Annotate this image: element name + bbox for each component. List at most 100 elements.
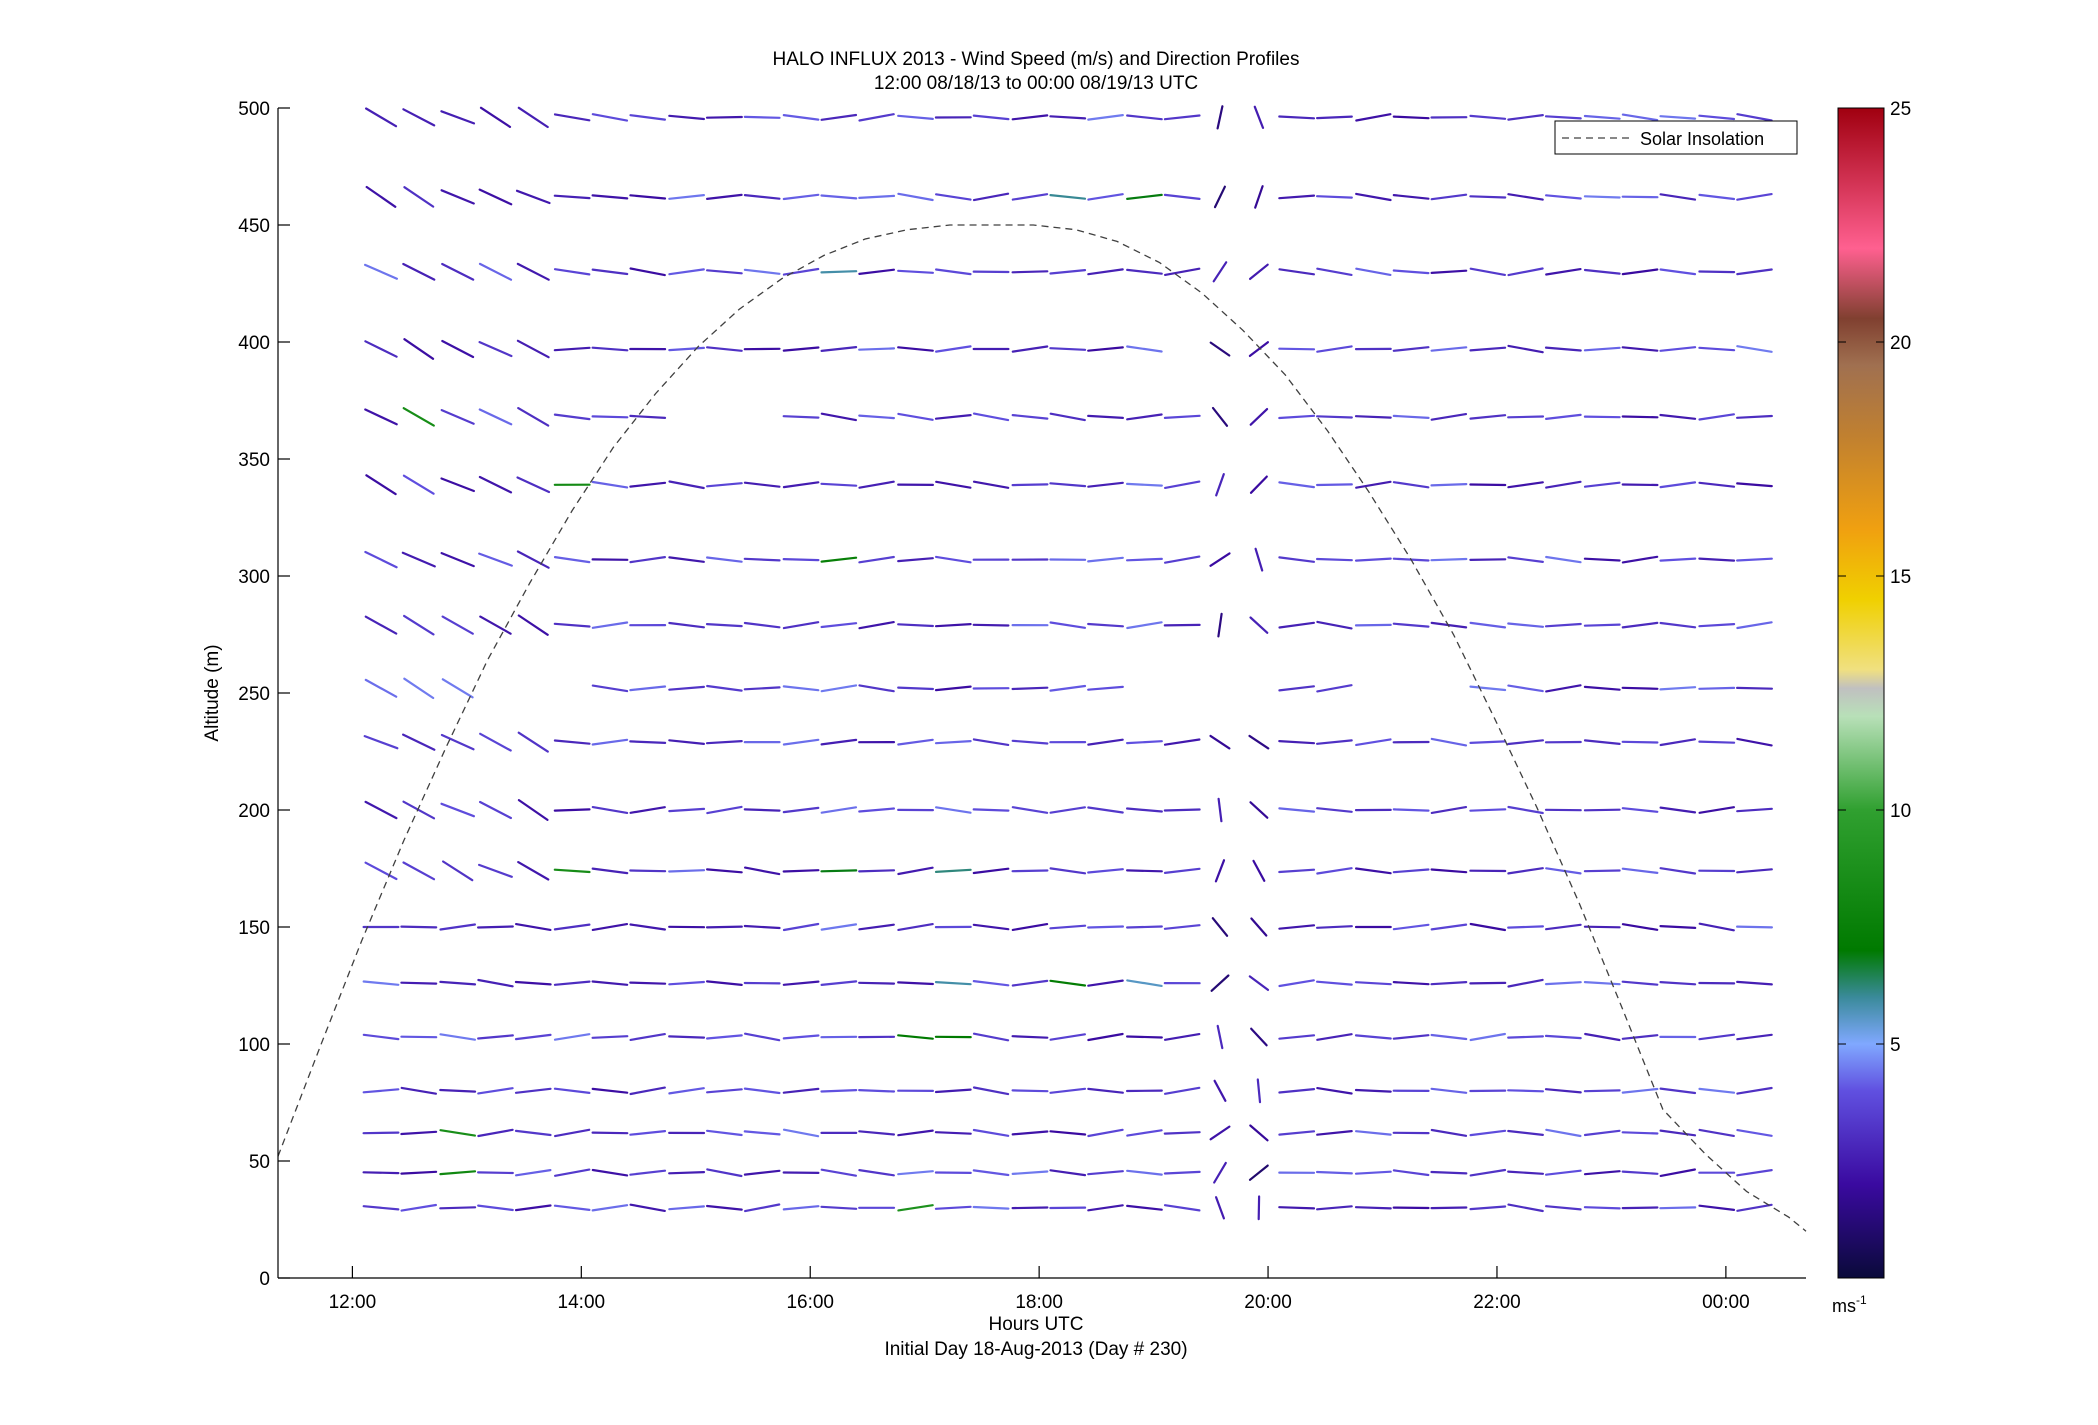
wind-barb xyxy=(1087,685,1124,691)
x-tick-label: 00:00 xyxy=(1702,1292,1750,1313)
wind-barb xyxy=(1354,867,1392,875)
plot-frame xyxy=(278,108,1806,1278)
y-axis-ticks: 0 50 100 150 200 250 300 350 400 450 500 xyxy=(238,99,290,1290)
wind-barb xyxy=(1469,1129,1507,1137)
wind-barb xyxy=(629,555,667,564)
wind-barb xyxy=(1430,737,1468,747)
wind-barb xyxy=(668,869,706,873)
wind-barb xyxy=(442,860,474,882)
wind-barb xyxy=(1507,1129,1544,1137)
wind-barb xyxy=(514,1129,552,1137)
wind-barb xyxy=(515,189,551,205)
wind-barb xyxy=(743,1203,781,1213)
wind-barb xyxy=(629,869,667,873)
wind-barb xyxy=(479,615,512,635)
wind-barb xyxy=(514,1033,552,1041)
wind-barb xyxy=(1659,1087,1697,1095)
wind-barb xyxy=(1049,412,1086,422)
wind-barb xyxy=(782,1087,820,1094)
wind-barb xyxy=(858,1168,895,1177)
wind-barb xyxy=(629,194,667,200)
wind-barb xyxy=(591,684,629,693)
wind-barb xyxy=(1544,923,1582,931)
wind-barb xyxy=(1011,1206,1049,1210)
wind-barb xyxy=(705,980,743,987)
y-tick-label: 250 xyxy=(238,684,270,705)
wind-barb xyxy=(782,621,820,630)
wind-barb xyxy=(1507,1203,1544,1213)
wind-barb xyxy=(934,1131,972,1135)
wind-barb xyxy=(553,739,591,745)
wind-barb xyxy=(591,268,629,276)
wind-barb xyxy=(514,1204,552,1212)
wind-barb xyxy=(1736,868,1773,874)
wind-barb xyxy=(1392,1169,1430,1177)
wind-barb xyxy=(897,1170,934,1176)
wind-barb xyxy=(1278,481,1316,489)
wind-barb xyxy=(478,262,513,281)
wind-barb xyxy=(1209,1125,1231,1141)
wind-barb xyxy=(1316,684,1353,693)
wind-barb xyxy=(1209,552,1231,567)
wind-barb xyxy=(1049,194,1087,200)
wind-barb xyxy=(591,1168,629,1177)
wind-barb xyxy=(820,806,858,814)
wind-barb xyxy=(477,1171,514,1175)
wind-barb xyxy=(1163,738,1201,746)
wind-barb xyxy=(1544,1169,1582,1176)
wind-barb xyxy=(1248,734,1270,750)
wind-barb xyxy=(934,980,972,986)
wind-barb xyxy=(362,1088,400,1094)
wind-barb xyxy=(1583,1206,1621,1210)
wind-barb xyxy=(1507,1170,1545,1175)
wind-barb xyxy=(1659,413,1697,420)
y-tick-label: 50 xyxy=(249,1152,270,1173)
chart-subtitle: 12:00 08/18/13 to 00:00 08/19/13 UTC xyxy=(874,73,1198,94)
wind-barb xyxy=(400,1086,437,1095)
wind-barb xyxy=(1315,1205,1353,1211)
wind-barb xyxy=(591,805,629,815)
wind-barb xyxy=(668,346,706,352)
wind-barb xyxy=(477,1204,514,1212)
wind-barb xyxy=(858,923,895,931)
wind-barb xyxy=(1315,739,1353,745)
wind-barb xyxy=(1163,623,1201,627)
colorbar-tick-label: 10 xyxy=(1890,801,1911,822)
wind-barb xyxy=(782,481,820,489)
wind-barb xyxy=(1698,413,1736,421)
wind-barb xyxy=(403,614,435,636)
wind-barb xyxy=(1248,975,1270,992)
wind-barb xyxy=(934,555,972,564)
wind-barb xyxy=(820,869,858,873)
wind-barb xyxy=(400,925,438,929)
wind-barb xyxy=(1735,925,1774,929)
wind-barb xyxy=(553,413,591,421)
wind-barb xyxy=(1698,114,1736,121)
wind-barb xyxy=(629,267,666,277)
wind-barb xyxy=(668,114,706,121)
wind-barb xyxy=(1430,346,1468,352)
wind-barb xyxy=(1507,684,1544,693)
wind-barb xyxy=(1087,556,1124,563)
wind-barb xyxy=(743,866,781,876)
wind-barb xyxy=(934,193,972,201)
wind-barb xyxy=(1125,482,1163,487)
wind-barb xyxy=(1507,344,1544,354)
wind-barb xyxy=(897,346,934,352)
wind-barb xyxy=(629,981,667,985)
wind-barb xyxy=(934,1205,972,1210)
wind-barb xyxy=(668,739,706,746)
wind-barb xyxy=(1049,115,1087,120)
wind-barb xyxy=(1621,1206,1659,1210)
wind-barb xyxy=(897,1034,934,1040)
wind-barb xyxy=(1469,1168,1507,1177)
wind-barb xyxy=(706,805,743,815)
wind-barb xyxy=(1469,114,1507,120)
wind-barb xyxy=(1583,925,1621,929)
wind-barb xyxy=(1621,268,1659,276)
wind-barb xyxy=(553,346,591,352)
wind-barb xyxy=(591,621,629,629)
wind-barbs-layer xyxy=(362,105,1774,1221)
wind-barb xyxy=(820,1205,858,1210)
wind-barb xyxy=(1583,623,1621,627)
